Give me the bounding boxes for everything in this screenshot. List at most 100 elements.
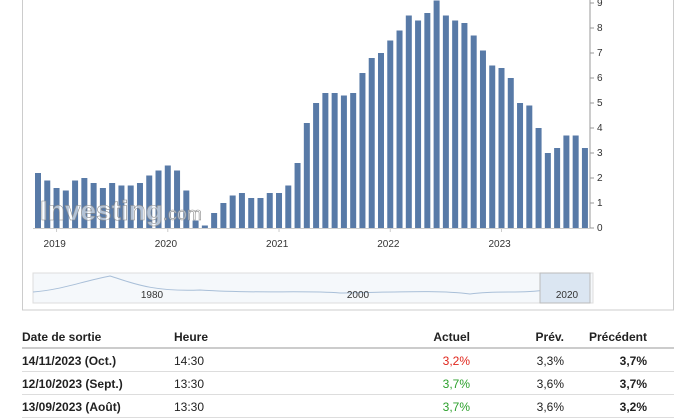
bar	[44, 180, 51, 228]
y-tick-label: 6	[597, 73, 603, 84]
bar	[452, 20, 459, 228]
bar	[99, 188, 106, 228]
bar	[340, 95, 347, 228]
bar	[211, 213, 218, 228]
bar	[109, 183, 116, 228]
watermark-text: Investing	[40, 195, 163, 226]
date-cell: 14/11/2023 (Oct.)	[22, 354, 117, 368]
navigator-window[interactable]	[539, 272, 591, 304]
bar	[424, 13, 431, 228]
date-cell: 12/10/2023 (Sept.)	[22, 377, 123, 391]
x-tick-label: 2019	[44, 239, 67, 250]
bar	[174, 170, 181, 228]
bar	[303, 123, 310, 228]
bar	[248, 198, 255, 228]
bar	[535, 128, 542, 228]
bar	[433, 0, 440, 228]
header-cell: Heure	[174, 330, 209, 344]
actual-cell: 3,7%	[442, 377, 470, 391]
bar	[294, 163, 301, 228]
time-cell: 13:30	[174, 377, 205, 391]
bar	[544, 153, 551, 228]
forecast-cell: 3,3%	[536, 354, 564, 368]
bar	[155, 170, 162, 228]
table-header: Date de sortie Heure Actuel Prév. Précédent	[22, 325, 674, 349]
bar	[563, 135, 570, 228]
bar	[461, 23, 468, 228]
table-row: 13/09/2023 (Août) 13:30 3,7% 3,6% 3,2%	[22, 395, 674, 418]
navigator-label: 2000	[347, 290, 370, 301]
bar	[405, 15, 412, 228]
bar	[35, 173, 41, 228]
time-cell: 13:30	[174, 400, 205, 414]
y-tick-label: 1	[597, 198, 603, 209]
bar	[90, 183, 97, 228]
header-cell: Précédent	[588, 330, 647, 344]
bar	[229, 195, 236, 228]
header-cell: Date de sortie	[22, 330, 102, 344]
bar	[62, 190, 69, 228]
bar	[127, 185, 134, 228]
bar	[489, 65, 496, 228]
header-cell: Actuel	[433, 330, 470, 344]
bar	[238, 193, 245, 228]
previous-cell: 3,7%	[619, 377, 647, 391]
bar	[377, 53, 384, 228]
bar	[81, 178, 88, 228]
bar	[581, 148, 588, 228]
bar	[507, 78, 514, 228]
watermark-suffix: .com	[163, 204, 202, 224]
table-row: 12/10/2023 (Sept.) 13:30 3,7% 3,6% 3,7%	[22, 372, 674, 395]
watermark: Investing.com	[40, 195, 202, 226]
bar	[517, 103, 524, 228]
y-tick-label: 9	[597, 0, 603, 9]
y-tick-label: 3	[597, 148, 603, 159]
table: Date de sortie Heure Actuel Prév. Précédent 1…	[22, 325, 674, 418]
bar	[201, 225, 208, 228]
y-tick-label: 7	[597, 48, 603, 59]
bar	[183, 190, 190, 228]
x-tick-label: 2023	[489, 239, 512, 250]
bar	[118, 185, 125, 228]
bar	[313, 103, 320, 228]
bar	[526, 105, 533, 228]
navigator	[32, 272, 594, 304]
bar	[470, 35, 477, 228]
navigator-label: 1980	[141, 290, 164, 301]
bar	[415, 20, 422, 228]
bar	[479, 50, 486, 228]
bar	[53, 188, 60, 228]
y-tick-label: 4	[597, 123, 603, 134]
page: 1980 2000 2020 0 1 2 3 4 5 6 7 8 9 2019 2020 2021 202…	[22, 0, 674, 418]
forecast-cell: 3,6%	[536, 400, 564, 414]
bar	[572, 135, 579, 228]
x-tick-label: 2020	[155, 239, 178, 250]
bar	[285, 185, 292, 228]
x-tick-label: 2022	[377, 239, 400, 250]
bar	[192, 220, 199, 228]
navigator-label: 2020	[556, 290, 579, 301]
y-tick-label: 2	[597, 173, 603, 184]
bar	[164, 165, 171, 228]
y-tick-label: 8	[597, 23, 603, 34]
y-tick-label: 5	[597, 98, 603, 109]
previous-cell: 3,7%	[619, 354, 647, 368]
bar	[368, 58, 375, 228]
header-cell: Prév.	[535, 330, 564, 344]
bar	[554, 148, 561, 228]
bar	[220, 203, 227, 228]
bar	[72, 180, 79, 228]
bar	[322, 93, 329, 228]
bar	[276, 193, 283, 228]
x-tick-label: 2021	[266, 239, 289, 250]
bar	[359, 73, 366, 228]
bar	[146, 175, 153, 228]
actual-cell: 3,7%	[442, 400, 470, 414]
time-cell: 14:30	[174, 354, 205, 368]
bar	[387, 40, 394, 228]
bar	[331, 93, 338, 228]
previous-cell: 3,2%	[619, 400, 647, 414]
date-cell: 13/09/2023 (Août)	[22, 400, 121, 414]
bar	[498, 68, 505, 228]
bar	[257, 198, 264, 228]
